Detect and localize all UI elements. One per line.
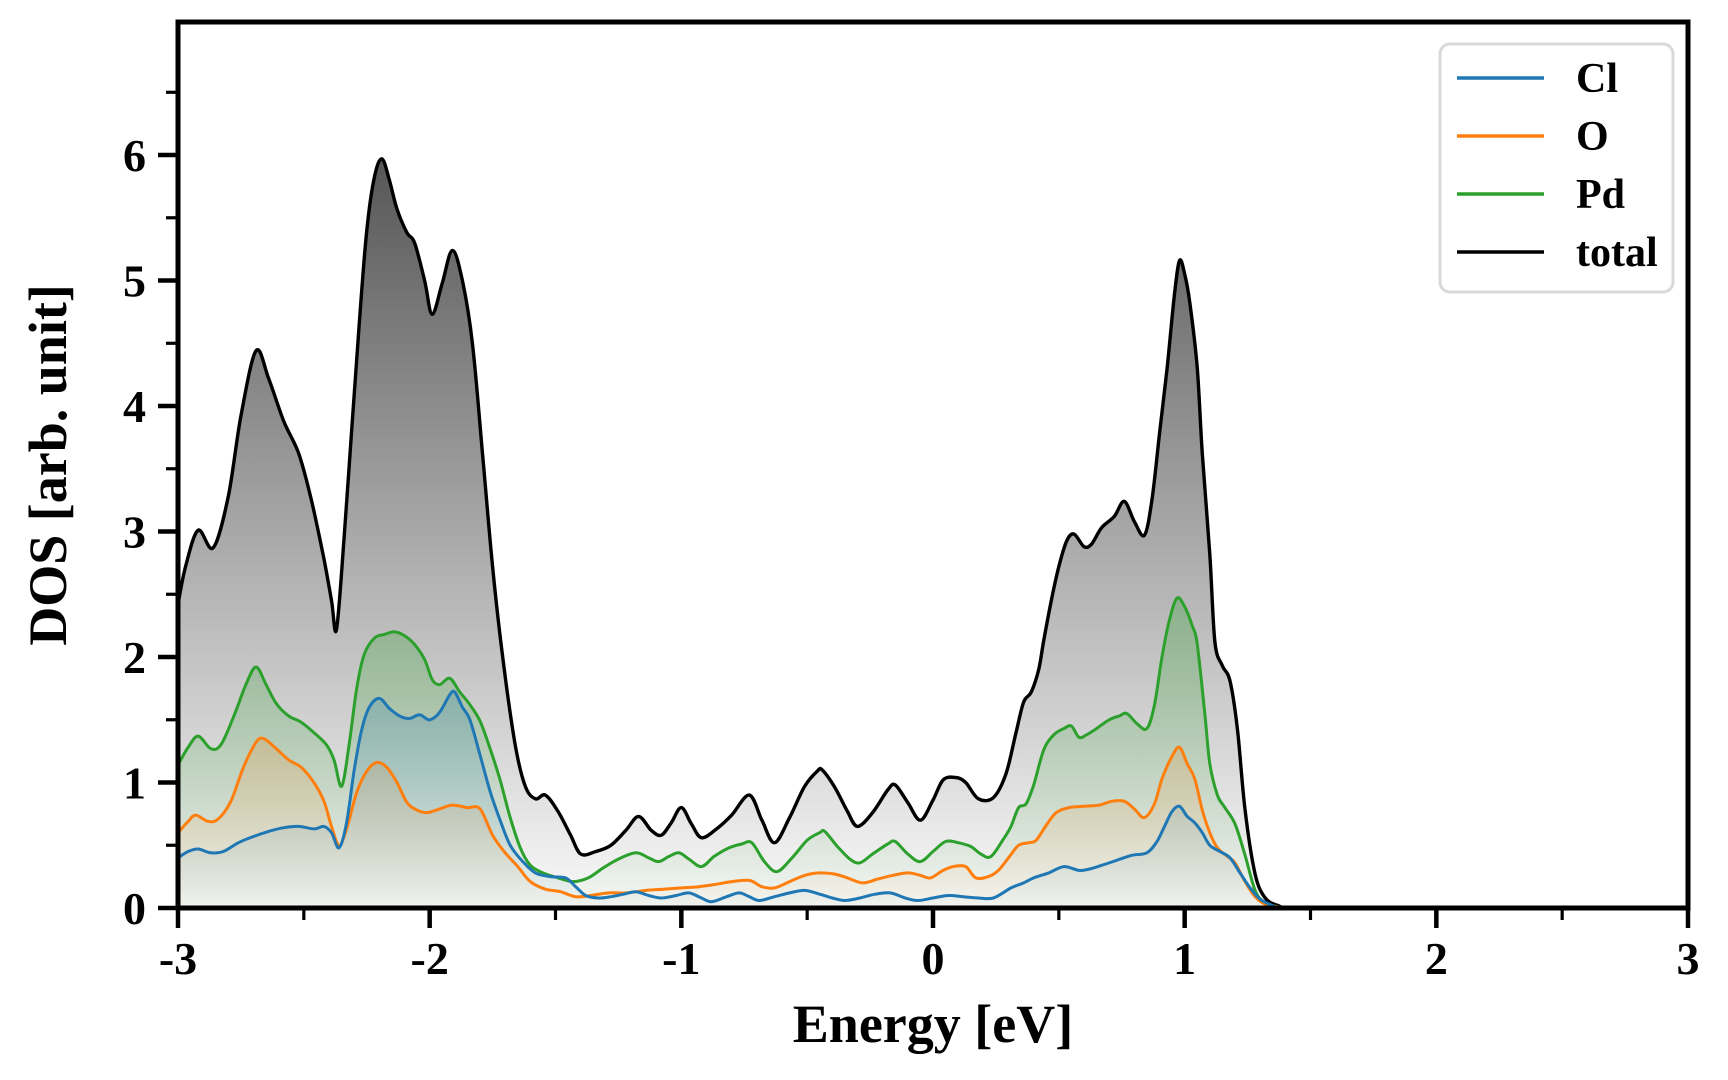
x-tick-label: 1 xyxy=(1173,933,1196,984)
legend-box xyxy=(1438,42,1675,294)
x-tick-label: -1 xyxy=(662,933,700,984)
y-tick-label: 6 xyxy=(123,130,146,181)
x-tick-label: 3 xyxy=(1677,933,1700,984)
x-tick-label: 0 xyxy=(922,933,945,984)
legend-label-pd: Pd xyxy=(1576,172,1625,218)
plot-border xyxy=(175,19,1691,911)
curve-cl xyxy=(176,689,1690,910)
y-tick-label: 3 xyxy=(123,507,146,558)
tick-labels: -3 -2 -1 0 1 2 3 0 1 2 3 4 5 6 xyxy=(123,130,1700,984)
y-axis-label: DOS [arb. unit] xyxy=(18,284,78,646)
x-tick-label: 2 xyxy=(1425,933,1448,984)
area-fill-cl xyxy=(178,691,1688,909)
x-tick-label: -2 xyxy=(411,933,449,984)
legend: Cl O Pd total xyxy=(1438,42,1675,294)
y-tick-label: 1 xyxy=(123,758,146,809)
legend-label-total: total xyxy=(1576,230,1658,276)
legend-item-total: total xyxy=(1457,230,1658,276)
legend-item-cl: Cl xyxy=(1457,56,1618,102)
curve-total xyxy=(176,157,1690,910)
y-tick-label: 5 xyxy=(123,256,146,307)
y-tick-label: 2 xyxy=(123,632,146,683)
legend-label-o: O xyxy=(1576,114,1609,160)
y-tick-label: 4 xyxy=(123,381,146,432)
curve-pd xyxy=(176,596,1690,910)
y-tick-label: 0 xyxy=(123,883,146,934)
series-lines xyxy=(176,157,1690,910)
x-axis-label: Energy [eV] xyxy=(793,994,1073,1054)
x-tick-label: -3 xyxy=(159,933,197,984)
legend-item-pd: Pd xyxy=(1457,172,1625,218)
legend-label-cl: Cl xyxy=(1576,56,1618,102)
legend-item-o: O xyxy=(1457,114,1609,160)
curve-o xyxy=(176,736,1690,910)
axes-frame xyxy=(175,19,1691,911)
